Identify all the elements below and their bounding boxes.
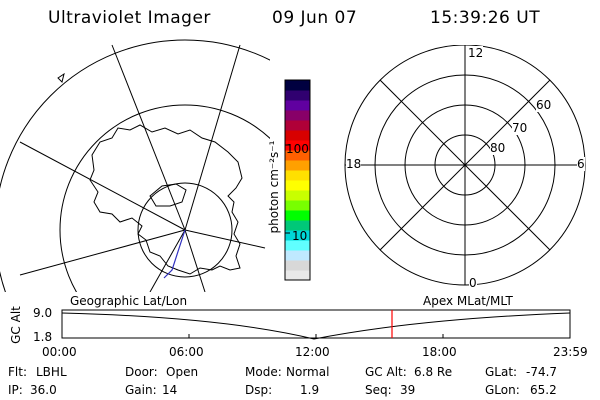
geographic-label: Geographic Lat/Lon: [70, 294, 188, 308]
coastline: [57, 72, 65, 83]
door-value: Open: [166, 365, 199, 379]
mlt-label-0: 0: [469, 276, 477, 290]
ip-label: IP:: [8, 383, 23, 397]
gcalt-value: 6.8 Re: [414, 365, 453, 379]
colorbar-segment: [285, 90, 310, 101]
timeline-ymax: 9.0: [33, 306, 53, 320]
colorbar-segment: [285, 130, 310, 141]
glat-label: GLat:: [485, 365, 518, 379]
mlat-label-60: 60: [536, 98, 552, 112]
date-label: 09 Jun 07: [272, 8, 358, 28]
colorbar-segment: [285, 260, 310, 271]
meridian-line: [184, 229, 266, 249]
dsp-value: 1.9: [300, 383, 320, 397]
meridian-line: [149, 229, 186, 292]
timeline-ylabel: GC Alt: [9, 306, 23, 344]
colorbar-segment: [285, 80, 310, 91]
magnetic-polar-plot: [344, 45, 586, 286]
gcalt-label: GC Alt:: [365, 365, 407, 379]
colorbar-segment: [285, 180, 310, 191]
mlt-label-6: 6: [577, 157, 585, 171]
colorbar-segment: [285, 240, 310, 251]
x-tick-1800: 18:00: [422, 345, 457, 359]
colorbar-segment: [285, 250, 310, 261]
colorbar-segment: [285, 230, 310, 241]
altitude-timeline: [61, 309, 571, 340]
orbit-track: [163, 229, 186, 279]
apex-label: Apex MLat/MLT: [423, 294, 513, 308]
mode-value: Normal: [286, 365, 330, 379]
colorbar-segment: [285, 110, 310, 121]
mlat-label-70: 70: [512, 121, 528, 135]
ip-value: 36.0: [30, 383, 57, 397]
meridian-line: [19, 141, 186, 231]
colorbar-segment: [285, 100, 310, 111]
colorbar-segment: [285, 190, 310, 201]
colorbar-segment: [285, 140, 310, 151]
latitude-circle: [0, 39, 270, 292]
gain-value: 14: [162, 383, 178, 397]
colorbar-tick-10: 10: [292, 229, 308, 243]
colorbar-segment: [285, 210, 310, 221]
x-tick-2359: 23:59: [553, 345, 588, 359]
coastline: [89, 124, 243, 275]
mlt-label-18: 18: [346, 157, 362, 171]
dsp-label: Dsp:: [245, 383, 273, 397]
geographic-map: [0, 39, 270, 292]
x-tick-1200: 12:00: [295, 345, 330, 359]
latitude-circle: [59, 104, 270, 292]
mode-label: Mode:: [245, 365, 282, 379]
seq-label: Seq:: [365, 383, 392, 397]
glat-value: -74.7: [526, 365, 558, 379]
glon-value: 65.2: [530, 383, 557, 397]
colorbar-segment: [285, 120, 310, 131]
seq-value: 39: [400, 383, 416, 397]
altitude-curve: [61, 312, 571, 340]
colorbar-unit-label: photon cm⁻²s⁻¹: [267, 140, 281, 234]
meridian-line: [19, 229, 186, 276]
timeline-ymin: 1.8: [33, 330, 53, 344]
gain-label: Gain:: [125, 383, 157, 397]
colorbar: [284, 79, 311, 281]
time-label: 15:39:26 UT: [430, 8, 541, 28]
colorbar-segment: [285, 220, 310, 231]
mlt-line: [379, 79, 551, 251]
latitude-circle: [137, 182, 233, 278]
x-tick-0000: 00:00: [42, 345, 77, 359]
meridian-line: [111, 44, 186, 231]
glon-label: GLon:: [485, 383, 520, 397]
x-tick-0600: 06:00: [169, 345, 204, 359]
colorbar-segment: [285, 160, 310, 171]
mlt-label-12: 12: [468, 46, 484, 60]
colorbar-segment: [285, 200, 310, 211]
colorbar-segment: [285, 170, 310, 181]
meridian-line: [184, 44, 241, 231]
mlat-label-80: 80: [490, 141, 506, 155]
colorbar-tick-100: 100: [286, 142, 309, 156]
colorbar-segment: [285, 270, 310, 281]
colorbar-segment: [285, 150, 310, 161]
flt-label: Flt:: [8, 365, 27, 379]
instrument-title: Ultraviolet Imager: [48, 8, 211, 28]
door-label: Door:: [125, 365, 158, 379]
flt-value: LBHL: [36, 365, 67, 379]
coastline: [149, 183, 187, 207]
meridian-line: [184, 229, 206, 292]
